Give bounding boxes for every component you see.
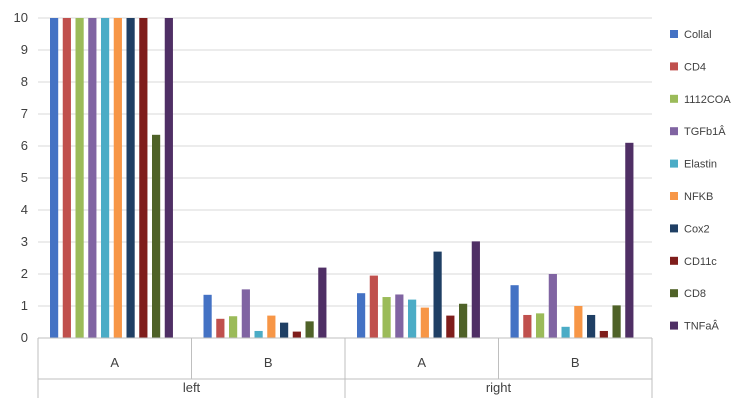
bar-tnfa-2 [471,241,480,338]
bar-cd8-2 [459,303,468,338]
bar-1112coa-0 [75,18,84,338]
bar-1112coa-2 [382,297,391,338]
legend: Collal CD4 1112COA TGFb1Â Elastin NFKB Cox2 CD1… [670,29,731,333]
bar-tgfb1-3 [548,274,557,338]
y-tick-label: 7 [21,106,28,121]
bar-cd11c-1 [292,331,301,338]
bar-cd11c-0 [139,18,148,338]
x-tick-label: B [264,355,273,370]
legend-label: TGFb1Â [684,125,726,138]
bar-collal-2 [357,293,366,338]
legend-label: CD8 [684,288,706,300]
y-tick-label: 1 [21,298,28,313]
bar-elastin-1 [254,330,263,338]
bar-cox2-1 [280,322,289,338]
y-tick-label: 8 [21,74,28,89]
legend-label: TNFaÂ [684,320,720,333]
bar-cd8-3 [612,305,621,338]
bar-tgfb1-0 [88,18,97,338]
bar-cox2-0 [126,18,135,338]
bar-cd11c-3 [599,330,608,338]
legend-swatch [670,62,678,71]
bar-tgfb1-2 [395,294,404,338]
y-tick-label: 4 [21,202,28,217]
bar-nfkb-0 [113,18,122,338]
bar-1112coa-3 [536,313,545,338]
y-tick-label: 3 [21,234,28,249]
bar-cd4-2 [369,275,378,338]
bar-elastin-2 [408,299,417,338]
legend-swatch [670,127,678,136]
legend-label: 1112COA [684,94,731,106]
legend-label: Elastin [684,159,717,171]
bar-cd4-3 [523,314,532,338]
y-tick-label: 5 [21,170,28,185]
bar-tnfa-3 [625,142,634,338]
legend-swatch [670,256,678,265]
bar-cox2-2 [433,251,442,338]
bar-elastin-0 [101,18,110,338]
bar-nfkb-2 [420,307,429,338]
bar-cd8-1 [305,321,314,338]
legend-label: Cox2 [684,223,710,235]
bars [50,18,634,338]
x-group-label: left [183,380,201,395]
bar-tnfa-0 [164,18,173,338]
y-axis-ticks: 0 1 2 3 4 5 6 7 8 9 10 [14,10,28,345]
y-tick-label: 9 [21,42,28,57]
y-tick-label: 6 [21,138,28,153]
legend-swatch [670,192,678,200]
bar-cd11c-2 [446,315,455,338]
legend-swatch [670,289,678,298]
bar-collal-1 [203,294,212,338]
bar-elastin-3 [561,326,570,338]
y-tick-label: 2 [21,266,28,281]
legend-label: NFKB [684,191,713,203]
legend-label: Collal [684,29,712,41]
bar-collal-0 [50,18,59,338]
bar-cd8-0 [152,134,161,338]
bar-collal-3 [510,285,519,338]
legend-label: CD4 [684,61,706,73]
x-tick-label: A [417,355,426,370]
bar-cox2-3 [587,314,596,338]
bar-tnfa-1 [318,267,327,338]
bar-cd4-1 [216,318,225,338]
legend-swatch [670,94,678,103]
y-tick-label: 10 [14,10,28,25]
bar-tgfb1-1 [241,289,250,338]
bar-1112coa-1 [229,316,238,338]
legend-swatch [670,159,678,168]
legend-swatch [670,321,678,330]
bar-nfkb-3 [574,306,583,338]
x-tick-label: A [110,355,119,370]
y-tick-label: 0 [21,330,28,345]
legend-label: CD11c [684,256,717,268]
x-group-label: right [486,380,512,395]
bar-nfkb-1 [267,315,276,338]
x-tick-label: B [571,355,580,370]
bar-cd4-0 [62,18,71,338]
legend-swatch [670,224,678,233]
legend-swatch [670,30,678,38]
